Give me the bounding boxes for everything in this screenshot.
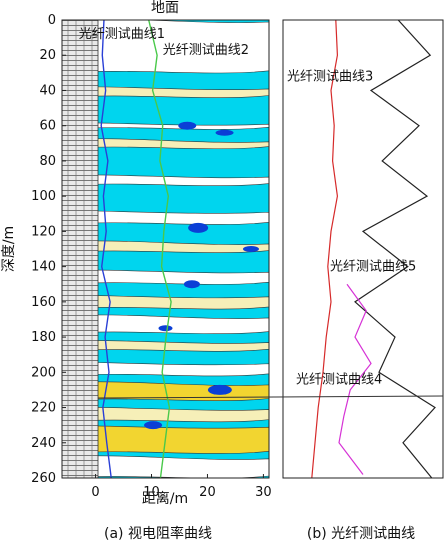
resistivity-band — [62, 361, 269, 377]
resistivity-band — [62, 138, 269, 150]
series-line-2 — [148, 20, 172, 478]
panel-b-background — [283, 20, 443, 478]
panel-a-x-ticks: 0 10 20 30 — [91, 474, 272, 500]
y-axis-ticks: 0 20 40 60 80 100 120 140 160 180 200 220 240 260 — [31, 13, 286, 486]
resistivity-band — [62, 406, 269, 423]
y-tick-label: 40 — [39, 83, 56, 98]
y-tick-label: 240 — [31, 436, 56, 451]
low-resistivity-zone — [207, 384, 232, 395]
y-tick-label: 220 — [31, 401, 56, 416]
series-line-1 — [100, 20, 112, 478]
y-tick-label: 80 — [39, 154, 56, 169]
panel-a-frame — [61, 19, 270, 479]
resistivity-band — [62, 294, 269, 310]
resistivity-band — [62, 269, 269, 285]
y-tick-label: 140 — [31, 260, 56, 275]
fiber-curve-4-label: 光纤测试曲线4 — [296, 372, 382, 387]
panel-a-caption: (a) 视电阻率曲线 — [104, 525, 212, 542]
low-resistivity-zone — [158, 325, 173, 332]
y-tick-label: 120 — [31, 224, 56, 239]
resistivity-band — [62, 20, 269, 74]
panel-connector-line — [97, 395, 444, 399]
fiber-curve-3-label: 光纤测试曲线3 — [287, 69, 373, 84]
x-tick-label: 30 — [255, 485, 272, 500]
fiber-curve-5-label: 光纤测试曲线5 — [330, 260, 416, 275]
resistivity-band — [62, 174, 269, 187]
panel-b-series — [311, 20, 436, 478]
panel-a-xlabel: 距离/m — [142, 490, 188, 507]
panel-b-frame — [282, 19, 444, 479]
y-tick-label: 260 — [31, 471, 56, 486]
fiber-curve-1-label: 光纤测试曲线1 — [79, 27, 165, 42]
series-line-b-2 — [311, 20, 339, 478]
y-tick-label: 60 — [39, 119, 56, 134]
y-tick-label: 180 — [31, 330, 56, 345]
series-line-b-3 — [338, 283, 372, 475]
resistivity-band — [62, 240, 269, 253]
panel-a: 0 10 20 30 地面 距离/m 深度/m 光纤测试曲线1 光纤测试曲线2 (a)… — [1, 0, 272, 542]
y-tick-label: 160 — [31, 295, 56, 310]
x-tick-label: 0 — [91, 485, 99, 500]
x-tick-label: 10 — [143, 485, 160, 500]
low-resistivity-zone — [215, 129, 234, 136]
panel-a-ylabel: 深度/m — [1, 226, 17, 272]
panel-b: 光纤测试曲线3 光纤测试曲线5 光纤测试曲线4 (b) 光纤测试曲线 — [282, 19, 444, 542]
y-tick-label: 200 — [31, 365, 56, 380]
y-tick-label: 0 — [48, 13, 56, 28]
resistivity-band — [62, 121, 269, 130]
low-resistivity-zone — [188, 222, 209, 233]
y-tick-label: 100 — [31, 189, 56, 204]
low-resistivity-zone — [144, 421, 163, 430]
panel-a-series — [100, 20, 172, 478]
panel-b-caption: (b) 光纤测试曲线 — [307, 526, 415, 542]
resistivity-band — [62, 86, 269, 98]
x-tick-label: 20 — [199, 485, 216, 500]
low-resistivity-zone — [178, 121, 197, 130]
panel-a-title: 地面 — [151, 0, 179, 16]
resistivity-band — [62, 314, 269, 335]
low-resistivity-zone — [183, 280, 200, 289]
low-resistivity-zone — [242, 246, 259, 252]
fiber-curve-2-label: 光纤测试曲线2 — [163, 43, 249, 58]
lithology-column — [61, 19, 99, 479]
series-line-b-1 — [354, 20, 436, 478]
resistivity-band — [62, 455, 269, 478]
y-tick-label: 20 — [39, 48, 56, 63]
